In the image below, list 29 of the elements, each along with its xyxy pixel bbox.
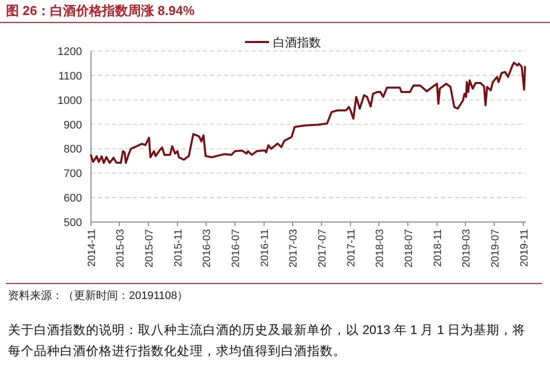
legend-label: 白酒指数 [273,36,321,50]
x-tick-label: 2015-03 [114,228,126,268]
chart-title: 图 26：白酒价格指数周涨 8.94% [6,2,195,20]
x-tick-label: 2015-11 [172,228,184,267]
x-tick-label: 2016-11 [259,228,272,267]
y-tick-label: 500 [64,217,82,229]
x-tick-label: 2019-07 [489,228,502,268]
x-tick-label: 2017-07 [316,228,328,268]
x-tick-label: 2019-11 [518,228,530,267]
x-tick-label: 2016-07 [230,228,242,268]
y-tick-label: 800 [64,144,82,156]
y-tick-label: 1200 [58,46,82,58]
x-tick-label: 2014-11 [86,228,98,267]
y-tick-label: 600 [64,192,82,205]
y-tick-label: 1100 [58,70,82,82]
x-tick-label: 2016-03 [201,228,214,268]
line-series [90,62,526,164]
y-tick-label: 900 [64,119,82,132]
x-tick-label: 2018-03 [374,228,386,268]
x-tick-label: 2017-03 [288,228,300,268]
y-tick-label: 700 [64,168,82,180]
x-tick-label: 2019-03 [460,228,472,268]
text: 资料来源：（更新时间：20191108） [8,288,188,303]
x-tick-label: 2017-11 [346,228,358,267]
x-tick-label: 2018-11 [432,228,444,267]
x-tick-label: 2015-07 [143,228,156,268]
x-tick-label: 2018-07 [402,228,415,268]
y-tick-label: 1000 [58,94,82,107]
text: 关于白酒指数的说明：取八种主流白酒的历史及最新单价，以 2013 年 1 月 1 日为基期，将每个品种白酒价格进行指数化处理，求均值得到白酒指数。 [8,322,527,360]
